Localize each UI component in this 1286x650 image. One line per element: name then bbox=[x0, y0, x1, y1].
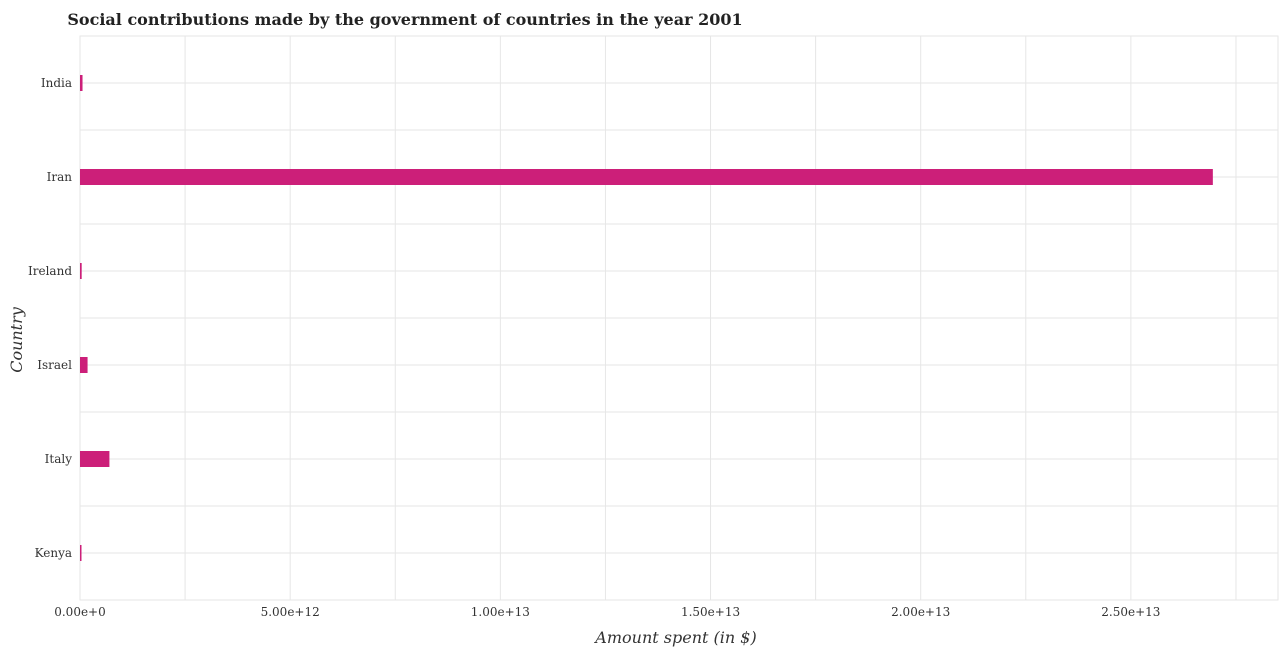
x-tick-label: 1.00e+13 bbox=[471, 605, 530, 619]
y-axis-label: Country bbox=[7, 306, 26, 373]
x-axis-ticks: 0.00e+0 5.00e+12 1.00e+13 1.50e+13 2.00e+13 2… bbox=[54, 605, 1160, 619]
x-tick-label: 2.50e+13 bbox=[1101, 605, 1160, 619]
y-tick-label: India bbox=[41, 76, 72, 90]
x-tick-label: 2.00e+13 bbox=[891, 605, 950, 619]
y-tick-label: Iran bbox=[47, 170, 73, 184]
bar-ireland bbox=[80, 263, 82, 279]
y-axis-ticks: India Iran Ireland Israel Italy Kenya bbox=[28, 76, 72, 560]
bars bbox=[80, 75, 1213, 561]
bar-israel bbox=[80, 357, 88, 373]
x-tick-label: 1.50e+13 bbox=[681, 605, 740, 619]
chart-title: Social contributions made by the governm… bbox=[67, 10, 742, 29]
bar-iran bbox=[80, 169, 1213, 185]
bar-india bbox=[80, 75, 83, 91]
x-tick-label: 5.00e+12 bbox=[261, 605, 320, 619]
x-tick-label: 0.00e+0 bbox=[54, 605, 106, 619]
bar-italy bbox=[80, 451, 110, 467]
bar-kenya bbox=[80, 545, 82, 561]
grid bbox=[79, 35, 1279, 601]
y-tick-label: Ireland bbox=[28, 264, 72, 278]
y-tick-label: Kenya bbox=[35, 546, 72, 560]
x-axis-label: Amount spent (in $) bbox=[593, 628, 756, 647]
y-tick-label: Israel bbox=[37, 358, 72, 372]
y-tick-label: Italy bbox=[45, 452, 73, 466]
